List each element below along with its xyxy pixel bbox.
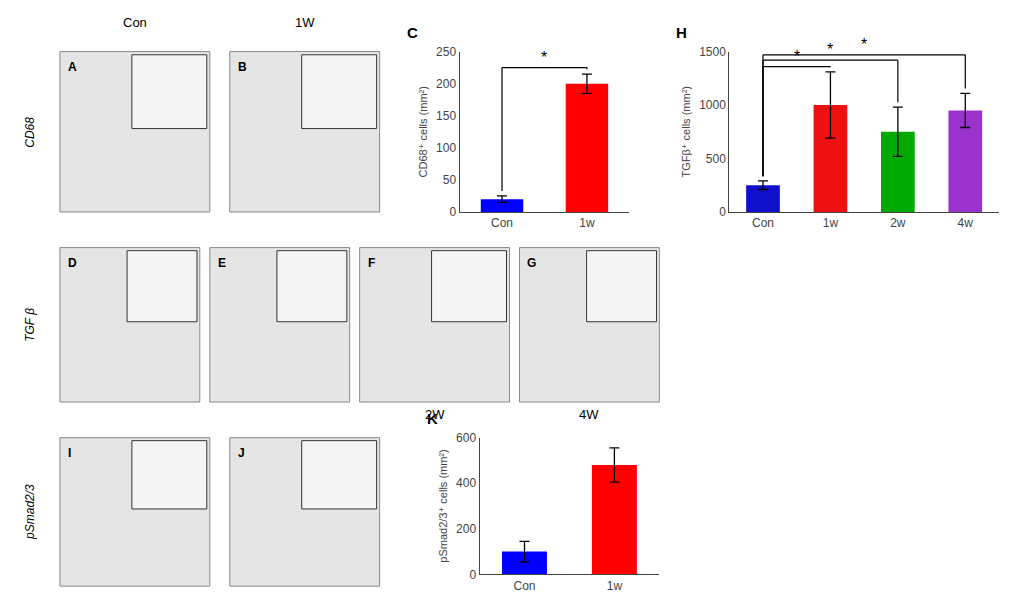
svg-text:0: 0 xyxy=(469,568,476,582)
svg-text:Con: Con xyxy=(752,216,774,230)
svg-text:1w: 1w xyxy=(823,216,839,230)
svg-text:pSmad2/3: pSmad2/3 xyxy=(23,484,37,540)
svg-text:250: 250 xyxy=(436,45,456,59)
svg-text:TGFβ⁺ cells (mm²): TGFβ⁺ cells (mm²) xyxy=(680,86,692,178)
svg-text:400: 400 xyxy=(456,476,476,490)
svg-text:E: E xyxy=(218,256,226,270)
svg-text:500: 500 xyxy=(706,152,726,166)
svg-text:50: 50 xyxy=(443,173,457,187)
svg-text:H: H xyxy=(676,24,687,41)
svg-text:*: * xyxy=(861,36,867,53)
svg-text:K: K xyxy=(427,410,438,427)
svg-text:200: 200 xyxy=(456,522,476,536)
svg-text:G: G xyxy=(527,256,536,270)
svg-text:D: D xyxy=(68,256,77,270)
svg-text:1W: 1W xyxy=(295,15,315,30)
svg-text:600: 600 xyxy=(456,431,476,445)
svg-text:CD68: CD68 xyxy=(23,117,37,148)
svg-text:150: 150 xyxy=(436,109,456,123)
svg-text:200: 200 xyxy=(436,77,456,91)
svg-text:pSmad2/3⁺ cells (mm²): pSmad2/3⁺ cells (mm²) xyxy=(437,449,449,562)
svg-text:1w: 1w xyxy=(607,579,623,593)
svg-text:CD68⁺ cells (mm²): CD68⁺ cells (mm²) xyxy=(417,86,429,177)
svg-text:*: * xyxy=(827,41,833,58)
svg-text:B: B xyxy=(238,60,247,74)
svg-text:4w: 4w xyxy=(958,216,974,230)
svg-text:1w: 1w xyxy=(579,216,595,230)
svg-text:0: 0 xyxy=(449,205,456,219)
svg-text:Con: Con xyxy=(123,15,147,30)
svg-text:F: F xyxy=(368,256,375,270)
svg-text:4W: 4W xyxy=(579,407,599,422)
svg-text:*: * xyxy=(541,49,547,66)
svg-text:1000: 1000 xyxy=(699,98,726,112)
svg-text:Con: Con xyxy=(513,579,535,593)
svg-text:Con: Con xyxy=(491,216,513,230)
svg-text:0: 0 xyxy=(719,205,726,219)
svg-text:J: J xyxy=(238,446,245,460)
svg-text:2w: 2w xyxy=(890,216,906,230)
svg-text:1500: 1500 xyxy=(699,45,726,59)
svg-text:C: C xyxy=(407,24,418,41)
svg-text:*: * xyxy=(794,48,800,65)
svg-text:TGF β: TGF β xyxy=(23,308,37,342)
svg-text:2W: 2W xyxy=(425,407,445,422)
svg-text:I: I xyxy=(68,446,71,460)
svg-text:100: 100 xyxy=(436,141,456,155)
svg-text:A: A xyxy=(68,60,77,74)
